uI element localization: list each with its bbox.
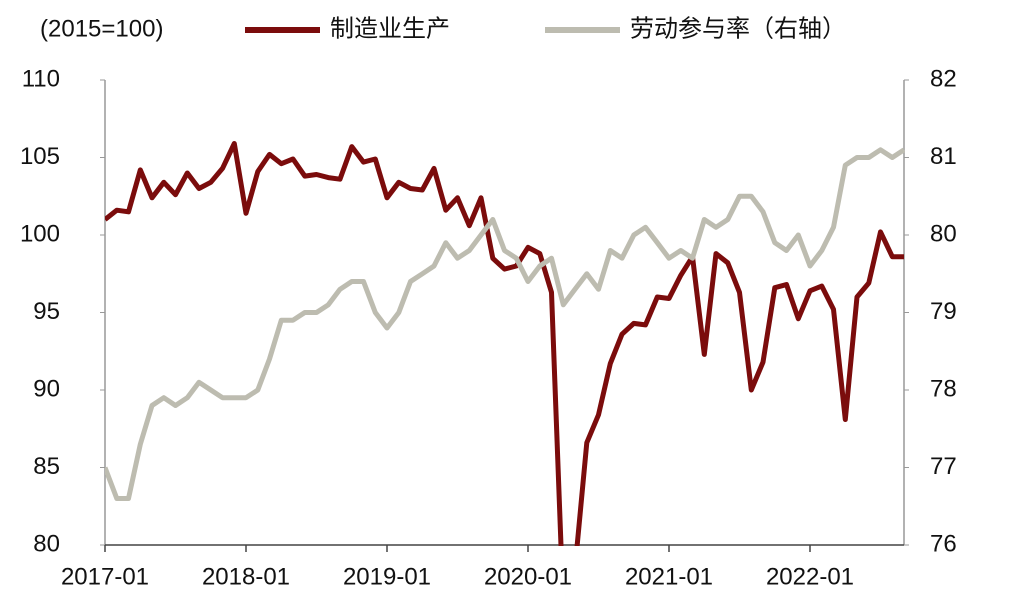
y2-tick-label: 81 (930, 143, 957, 170)
y-tick-label: 90 (33, 375, 60, 402)
x-tick-label: 2019-01 (343, 563, 431, 590)
y2-tick-label: 76 (930, 530, 957, 557)
y-tick-label: 110 (22, 65, 60, 92)
x-tick-label: 2018-01 (202, 563, 290, 590)
x-tick-label: 2017-01 (61, 563, 149, 590)
x-tick-label: 2020-01 (484, 563, 572, 590)
y2-tick-label: 79 (930, 298, 957, 325)
plot-area (105, 141, 905, 546)
y-tick-label: 105 (20, 143, 60, 170)
y2-tick-label: 82 (930, 65, 957, 92)
series-line (105, 147, 905, 501)
y2-tick-label: 78 (930, 375, 957, 402)
series-line (105, 141, 904, 546)
legend-label: 制造业生产 (330, 15, 450, 42)
legend-label: 劳动参与率（右轴） (630, 15, 846, 42)
y-tick-label: 95 (33, 298, 60, 325)
x-tick-label: 2022-01 (766, 563, 854, 590)
x-tick-label: 2021-01 (625, 563, 713, 590)
y-tick-label: 85 (33, 453, 60, 480)
y2-tick-label: 80 (930, 220, 957, 247)
y-tick-label: 100 (20, 220, 60, 247)
unit-label: (2015=100) (40, 15, 163, 42)
y-tick-label: 80 (33, 530, 60, 557)
y2-tick-label: 77 (930, 453, 957, 480)
